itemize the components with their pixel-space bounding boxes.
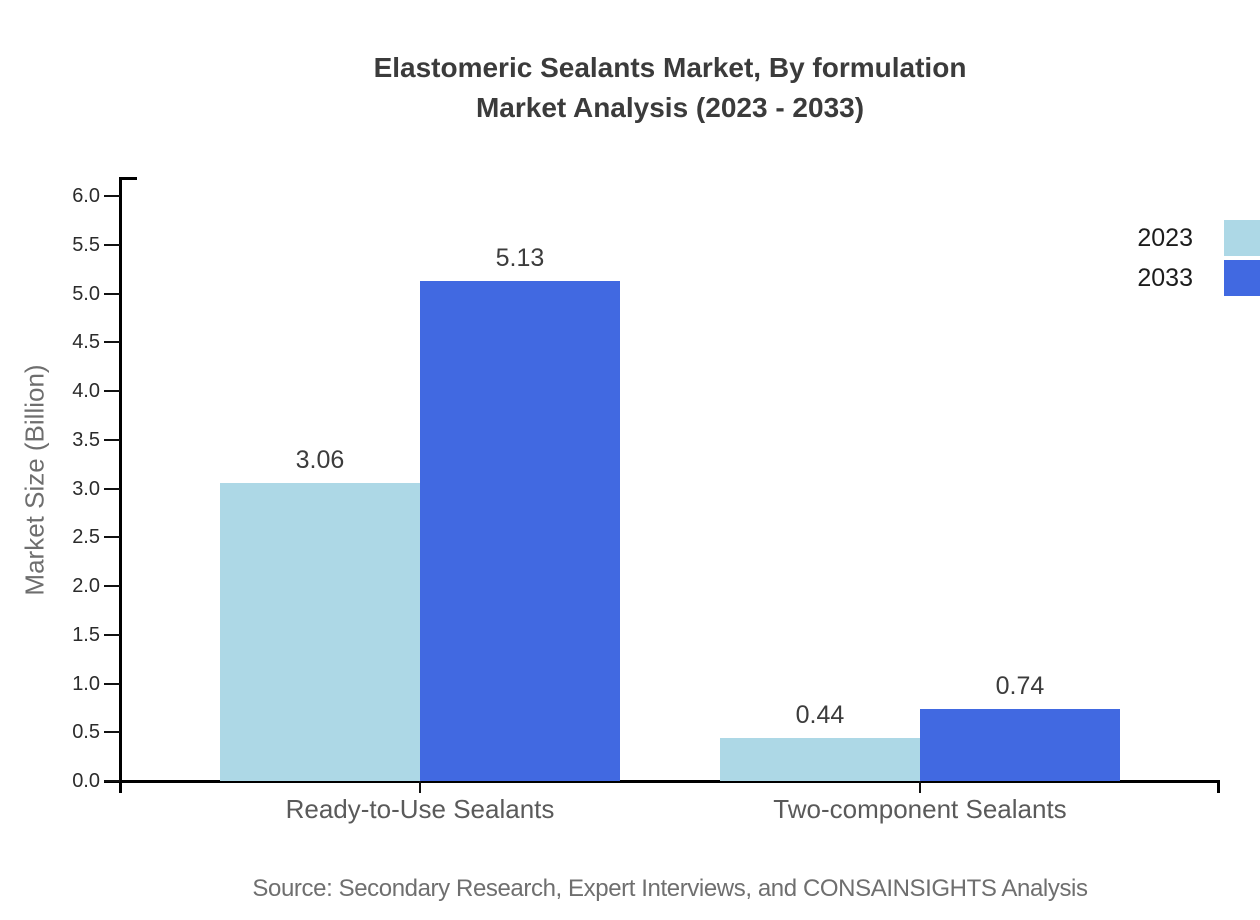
y-tick (104, 438, 120, 441)
legend-label-2033: 2033 (1137, 264, 1193, 292)
category-label: Ready-to-Use Sealants (285, 794, 555, 824)
bar-value-label: 0.44 (795, 701, 845, 730)
bar-2033-1 (920, 708, 1120, 781)
y-tick-label: 2.5 (72, 526, 100, 549)
y-tick (104, 487, 120, 490)
legend-label-2023: 2023 (1137, 224, 1193, 252)
y-tick-label: 0.0 (72, 770, 100, 792)
y-tick-label: 3.5 (72, 428, 100, 451)
y-tick (104, 633, 120, 636)
legend-swatch-2033 (1224, 260, 1260, 296)
y-tick (104, 780, 120, 782)
y-tick (104, 682, 120, 685)
y-tick-label: 4.0 (72, 380, 100, 402)
category-label: Two-component Sealants (773, 794, 1067, 824)
y-tick-label: 4.5 (72, 331, 100, 354)
y-tick (104, 390, 120, 392)
x-axis-line (104, 779, 1220, 783)
chart-title: Elastomeric Sealants Market, By formulat… (80, 48, 1260, 128)
legend-swatch-2023 (1224, 220, 1260, 256)
x-tick (419, 781, 421, 793)
y-tick-label: 5.0 (72, 282, 100, 305)
y-tick-label: 1.0 (72, 672, 100, 695)
y-tick (104, 341, 120, 344)
y-tick-label: 3.0 (72, 477, 100, 500)
bar-2023-0 (220, 482, 420, 781)
y-tick-label: 6.0 (72, 185, 100, 207)
bar-2023-1 (720, 738, 920, 781)
x-tick (919, 781, 921, 793)
bar-value-label: 5.13 (495, 243, 545, 272)
y-tick (104, 292, 120, 295)
y-tick (104, 731, 120, 734)
x-axis-end-cap (1217, 781, 1220, 793)
bar-2033-0 (420, 280, 620, 781)
y-tick (104, 195, 120, 197)
chart-title-line1: Elastomeric Sealants Market, By formulat… (373, 52, 967, 83)
y-tick-label: 2.0 (72, 575, 100, 597)
chart-title-line2: Market Analysis (2023 - 2033) (475, 92, 865, 123)
bar-value-label: 3.06 (295, 445, 345, 474)
bar-value-label: 0.74 (995, 671, 1045, 700)
y-tick-label: 0.5 (72, 721, 100, 744)
y-axis-spine (119, 177, 122, 793)
y-axis-top-cap (119, 177, 137, 180)
y-tick (104, 243, 120, 246)
y-tick (104, 536, 120, 539)
y-tick-label: 1.5 (72, 623, 100, 646)
source-note: Source: Secondary Research, Expert Inter… (252, 875, 1088, 902)
y-tick (104, 585, 120, 587)
y-tick-label: 5.5 (72, 233, 100, 256)
